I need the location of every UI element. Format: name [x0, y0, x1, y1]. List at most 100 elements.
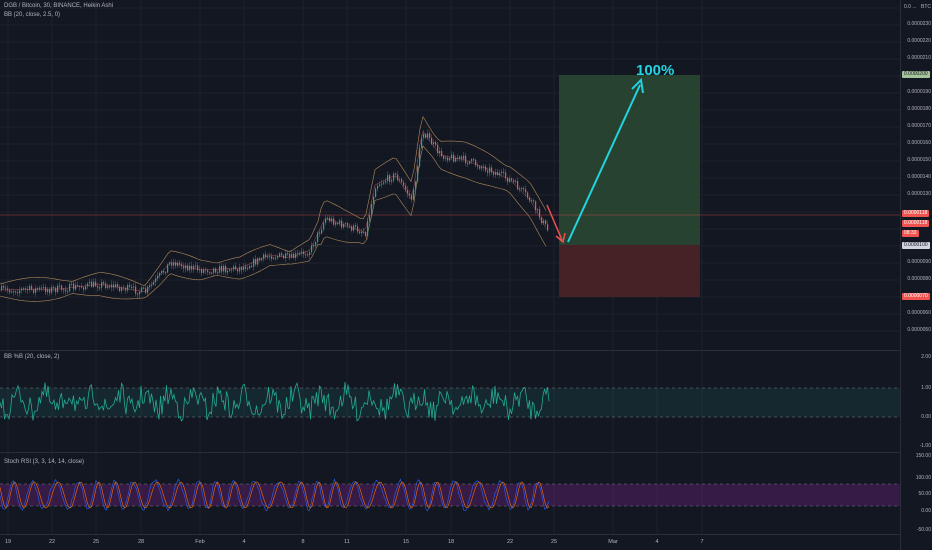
candle-body — [377, 185, 379, 189]
candle-body — [73, 283, 75, 290]
candle-body — [491, 167, 493, 173]
candle-body — [383, 182, 385, 184]
target-price-tag[interactable]: 0.0000200 — [902, 71, 930, 78]
candle-body — [445, 157, 447, 159]
candle-body — [257, 258, 259, 265]
bb-lower-band — [0, 145, 547, 302]
candle-body — [343, 223, 345, 228]
candle-body — [539, 209, 541, 218]
candle-body — [251, 265, 253, 267]
stoch-axis-label: -50.00 — [916, 527, 931, 533]
candle-body — [441, 150, 443, 157]
candle-body — [155, 278, 157, 283]
pane-separator-2[interactable] — [0, 452, 900, 453]
candle-body — [395, 173, 397, 175]
bbpct-indicator-legend[interactable]: BB %B (20, close, 2) — [4, 354, 60, 360]
price-label: 0.0000130 — [907, 191, 931, 197]
bb-indicator-legend[interactable]: BB (20, close, 2.5, 0) — [4, 12, 61, 18]
date-label: Feb — [195, 539, 205, 545]
stoch-axis-label: 50.00 — [918, 491, 931, 497]
price-axis[interactable]: 0.0 ... BTC 0.0000230 0.0000220 0.000021… — [900, 0, 932, 550]
date-label: 4 — [655, 539, 659, 545]
candle-body — [289, 253, 291, 258]
candle-body — [33, 289, 35, 293]
candle-body — [399, 179, 401, 181]
candle-body — [255, 258, 257, 265]
candle-body — [63, 289, 65, 291]
candle-body — [531, 200, 533, 202]
date-label: Mar — [608, 539, 618, 545]
candle-body — [221, 265, 223, 272]
target-zone — [559, 75, 700, 245]
candle-body — [435, 142, 437, 145]
candle-body — [193, 265, 195, 270]
candle-body — [135, 286, 137, 294]
candle-body — [67, 291, 69, 293]
candle-body — [401, 179, 403, 183]
candle-body — [331, 218, 333, 222]
candle-body — [429, 133, 431, 138]
candle-body — [341, 220, 343, 228]
candle-body — [39, 287, 41, 290]
candle-body — [37, 288, 39, 290]
candle-body — [79, 285, 81, 287]
candle-body — [309, 252, 311, 255]
candle-body — [35, 288, 37, 293]
candle-body — [55, 287, 57, 293]
candle-body — [171, 262, 173, 266]
candle-body — [361, 231, 363, 234]
candle-body — [301, 251, 303, 253]
candle-body — [107, 286, 109, 288]
candle-body — [345, 223, 347, 225]
candle-body — [433, 142, 435, 145]
candle-body — [269, 256, 271, 258]
bbpct-line — [0, 381, 550, 422]
candle-body — [115, 284, 117, 288]
pane-separator-1[interactable] — [0, 350, 900, 351]
candle-body — [111, 284, 113, 288]
candle-body — [379, 184, 381, 186]
date-label: 15 — [402, 539, 410, 545]
candle-body — [413, 189, 415, 200]
candle-body — [181, 264, 183, 267]
stop-price-tag[interactable]: 0.0000070 — [902, 293, 930, 300]
candle-body — [9, 290, 11, 293]
candle-body — [119, 287, 121, 291]
current-price-tag[interactable]: 0.0000118 — [902, 220, 930, 227]
candle-body — [447, 157, 449, 161]
candle-body — [469, 161, 471, 164]
candle-body — [223, 265, 225, 272]
stoch-rsi-indicator-legend[interactable]: Stoch RSI (3, 3, 14, 14, close) — [4, 459, 85, 465]
drop-arrow-head — [555, 232, 566, 244]
candle-body — [201, 269, 203, 273]
candle-body — [501, 171, 503, 173]
candle-body — [291, 253, 293, 258]
candle-body — [525, 189, 527, 193]
bbpct-axis-label: 0.00 — [921, 414, 931, 420]
candle-body — [279, 253, 281, 257]
symbol-title[interactable]: DGB / Bitcoin, 30, BINANCE, Heikin Ashi — [4, 3, 114, 9]
stoch-axis-label: 150.00 — [915, 453, 931, 459]
candle-body — [227, 270, 229, 273]
chart-canvas[interactable] — [0, 0, 900, 550]
candle-body — [487, 170, 489, 173]
candle-body — [191, 265, 193, 270]
candle-body — [97, 286, 99, 288]
candle-body — [211, 272, 213, 274]
candle-body — [439, 150, 441, 153]
candle-body — [507, 177, 509, 182]
target-arrow — [567, 84, 641, 243]
current-price-tag[interactable]: 0.0000118 — [902, 210, 930, 217]
candle-body — [69, 283, 71, 292]
target-percent-annotation[interactable]: 100% — [636, 62, 675, 79]
candle-body — [53, 287, 55, 289]
candle-body — [427, 133, 429, 138]
entry-price-tag[interactable]: 0.0000100 — [902, 242, 930, 249]
candle-body — [503, 171, 505, 173]
date-label: 22 — [48, 539, 56, 545]
candle-body — [85, 286, 87, 290]
candle-body — [267, 256, 269, 258]
candle-body — [485, 166, 487, 171]
candle-body — [5, 287, 7, 289]
candle-body — [77, 285, 79, 287]
